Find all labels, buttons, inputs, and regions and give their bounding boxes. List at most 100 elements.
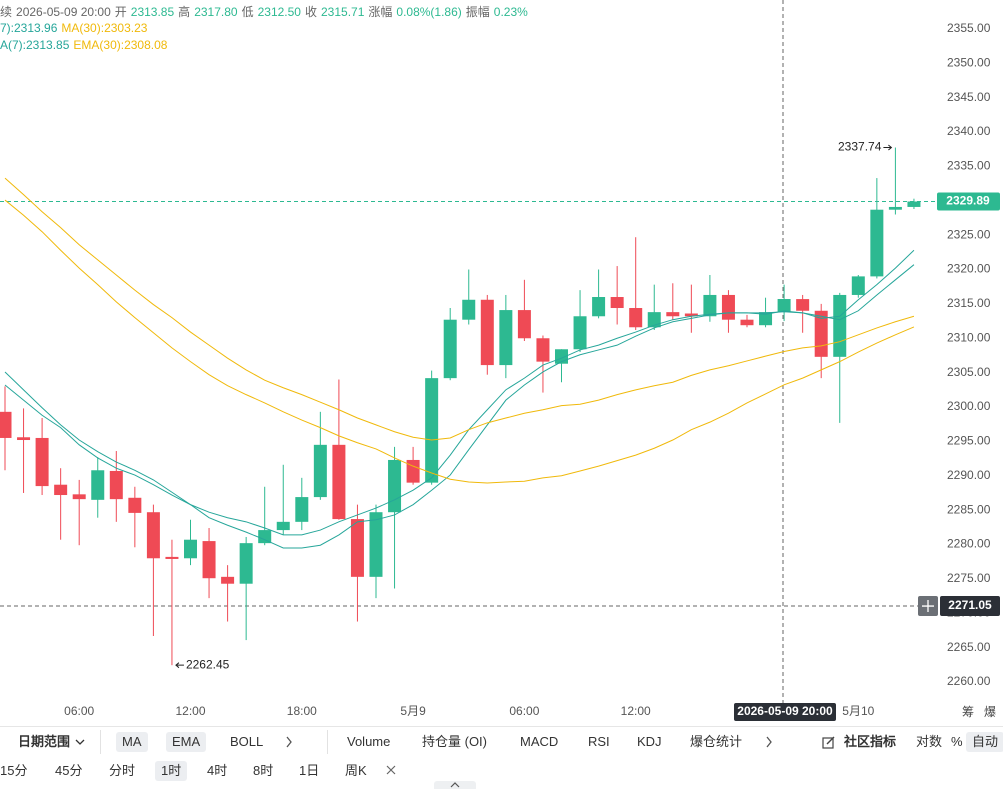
more-icon[interactable] [765,736,773,748]
candle-body [0,411,12,438]
candle-body [740,319,754,326]
scale-button[interactable]: 自动 [966,732,1003,752]
x-tick-label: 06:00 [64,704,94,718]
crosshair-time-tag [734,703,836,721]
candle-body [536,338,550,362]
info-label: 开 [114,5,127,19]
corner-icon: 爆 [984,705,996,719]
dropdown-icon [75,739,85,745]
info-label: 涨幅 [368,5,393,19]
candle-body [332,444,346,520]
close-icon[interactable] [386,765,396,775]
x-tick-label: 12:00 [621,704,651,718]
info-value: 2313.85 [130,5,175,19]
crosshair-time-text: 2026-05-09 20:00 [737,704,833,718]
info-label: 低 [241,5,254,19]
toolbar-divider [0,726,1003,727]
indicator-line [4,249,915,536]
candle-body [759,312,773,326]
overlay-button[interactable]: BOLL [230,734,264,749]
candle-body [313,444,327,498]
candle-body [851,276,865,295]
candle-body [499,310,513,366]
candle-body [592,297,606,317]
collapse-tab[interactable] [434,781,476,789]
scale-button[interactable]: 对数 [916,734,943,749]
y-tick-label: 2335.00 [947,159,991,173]
info-value: 0.08%(1.86) [396,5,462,19]
info-value: 2026-05-09 20:00 [16,5,111,19]
corner-icon: 筹 [962,705,974,719]
x-tick-label: 12:00 [175,704,205,718]
separator [327,730,328,754]
y-tick-label: 2345.00 [947,90,991,104]
y-tick-label: 2350.00 [947,55,991,69]
interval-button[interactable]: 1时 [155,761,188,781]
candle-body [907,201,921,207]
candle-body [703,294,717,317]
legend-entry: MA(30):2303.23 [61,21,148,35]
legend-entry: 7):2313.96 [0,21,58,35]
y-tick-label: 2355.00 [947,21,991,35]
candle-body [888,206,902,210]
indicator-button[interactable]: Volume [347,734,391,749]
interval-button[interactable]: 1日 [299,763,320,778]
y-tick-label: 2285.00 [947,502,991,516]
low-label: 2262.45 [186,657,230,671]
indicator-button[interactable]: RSI [588,734,610,749]
indicator-line [4,199,915,484]
candle-body [184,539,197,559]
indicator-line [4,177,915,441]
overlay-button[interactable]: MA [116,732,148,752]
more-icon[interactable] [285,736,293,748]
y-tick-label: 2310.00 [947,330,991,344]
x-tick-label: 06:00 [509,704,539,718]
scale-button[interactable]: % [951,734,963,749]
info-label: 高 [178,5,191,19]
indicator-button[interactable]: KDJ [637,734,662,749]
info-value: 2312.50 [257,5,301,19]
date-range-button[interactable]: 日期范围 [18,734,71,749]
candle-body [239,543,253,584]
indicator-button[interactable]: 持仓量 (OI) [422,734,487,749]
interval-button[interactable]: 周K [345,763,367,778]
interval-button[interactable]: 分时 [109,763,136,778]
y-tick-label: 2265.00 [947,640,991,654]
y-tick-label: 2295.00 [947,434,991,448]
y-tick-label: 2290.00 [947,468,991,482]
info-value: 0.23% [493,5,528,19]
y-tick-label: 2325.00 [947,227,991,241]
info-value: 2317.80 [194,5,238,19]
info-label: 振幅 [465,5,490,19]
overlay-button[interactable]: EMA [166,732,207,752]
interval-button[interactable]: 15分 [0,763,28,778]
candle-body [258,530,272,544]
candle-body [221,576,235,584]
candle-body [721,294,735,320]
candle-body [425,378,439,483]
x-tick-label: 5月10 [842,704,874,718]
candle-body [146,512,160,559]
indicator-button[interactable]: MACD [520,734,559,749]
x-tick-label: 5月9 [400,704,426,718]
interval-button[interactable]: 8时 [253,763,274,778]
interval-button[interactable]: 4时 [207,763,228,778]
candle-body [17,437,31,441]
candle-body [629,308,643,328]
legend-entry: A(7):2313.85 [0,38,70,52]
candle-body [72,494,86,500]
y-tick-label: 2275.00 [947,571,991,585]
x-tick-label: 18:00 [287,704,317,718]
interval-button[interactable]: 45分 [55,763,83,778]
info-value: 2315.71 [321,5,365,19]
indicator-button[interactable]: 爆仓统计 [690,734,743,749]
candle-body [443,319,457,379]
candle-body [388,459,402,513]
legend-row: 7):2313.96 MA(30):2303.23 [0,21,151,35]
candle-body [276,521,290,531]
candle-body [406,459,420,483]
y-tick-label: 2320.00 [947,262,991,276]
candle-body [462,299,476,320]
community-indicators[interactable]: 社区指标 [844,734,897,749]
candle-body [480,299,494,366]
